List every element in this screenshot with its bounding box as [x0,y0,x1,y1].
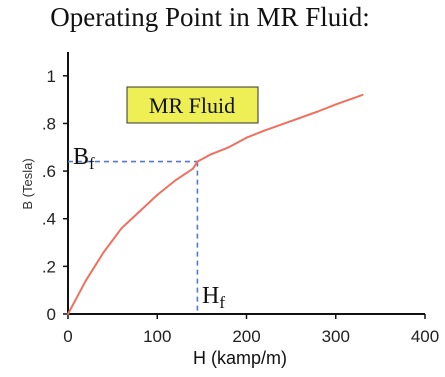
x-tick-label: 0 [63,327,72,346]
bf-annotation: Bf [73,144,95,173]
bh-curve-point [263,129,266,132]
y-tick-label: .8 [42,114,56,133]
bh-curve-point [84,279,87,282]
bh-curve-point [196,160,199,163]
y-tick-label: .6 [42,162,56,181]
x-tick-label: 100 [143,327,171,346]
bh-curve-point [156,193,159,196]
y-tick-label: .2 [42,257,56,276]
hf-annotation: Hf [202,283,225,312]
bh-curve-point [191,167,194,170]
x-tick-label: 300 [322,327,350,346]
hf-subscript: f [219,293,225,312]
y-tick-label: 0 [47,305,56,324]
bh-curve-point [245,136,248,139]
bh-curve-point [334,103,337,106]
bh-curve-point [227,146,230,149]
bh-curve-point [209,153,212,156]
bh-curve-point [138,210,141,213]
x-tick-label: 400 [411,327,439,346]
chart-title: Operating Point in MR Fluid: [50,2,370,32]
bf-subscript: f [89,154,95,173]
bh-curve-points [67,93,364,315]
bh-curve-point [120,227,123,230]
y-tick-label: 1 [47,67,56,86]
bh-curve-point [174,179,177,182]
x-axis-ticks: 0 100 200 300 400 [63,314,439,346]
mr-fluid-label-box [126,86,259,124]
y-axis-label: B (Tesla) [20,158,35,209]
x-tick-label: 200 [232,327,260,346]
bh-curve-point [316,110,319,113]
bh-curve-point [102,251,105,254]
y-axis-ticks: 0 .2 .4 .6 .8 1 [42,67,68,324]
mr-fluid-label: MR Fluid [149,93,235,118]
bh-curve-point [361,93,364,96]
bh-curve-line [67,93,363,315]
y-tick-label: .4 [42,210,56,229]
x-axis-label: H (kamp/m) [193,348,287,368]
bh-curve-point [290,120,293,123]
bh-curve-point [67,313,69,315]
hf-main: H [202,283,219,309]
bf-main: B [73,144,89,170]
